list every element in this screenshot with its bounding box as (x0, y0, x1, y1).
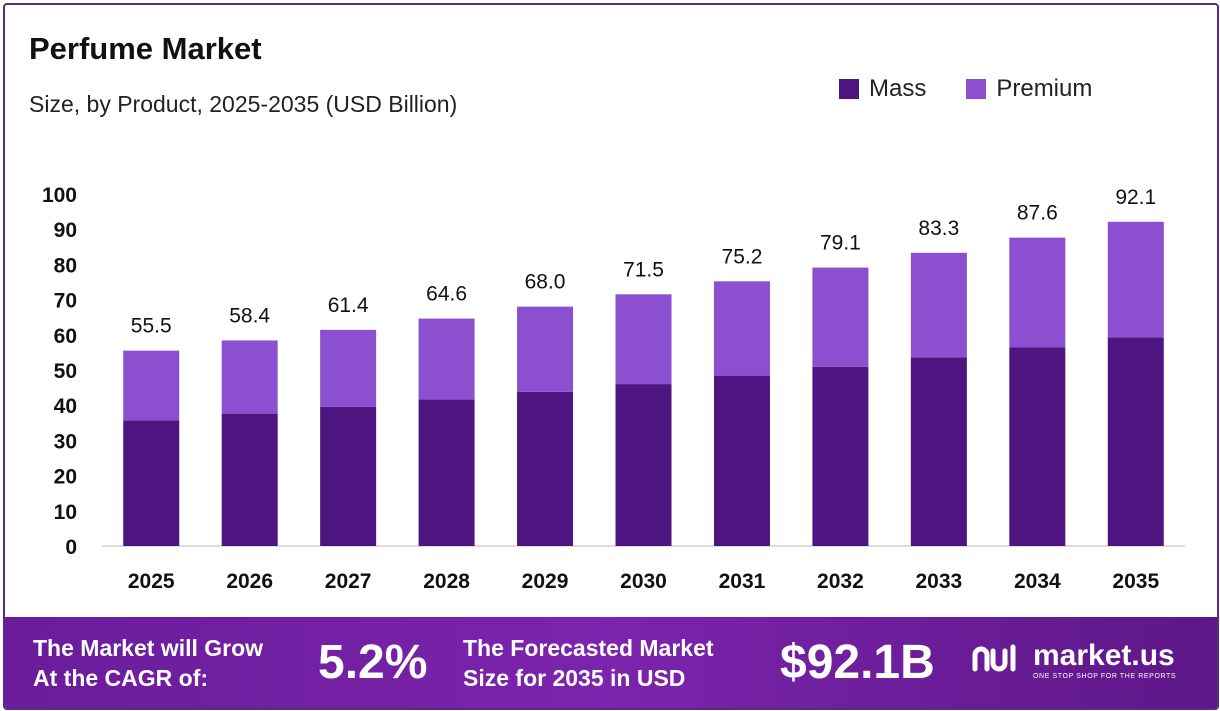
x-tick-label: 2033 (916, 570, 963, 593)
y-tick-label: 100 (42, 184, 77, 207)
bar-total-label: 87.6 (1017, 202, 1058, 225)
bar-premium-2032 (812, 267, 869, 367)
cagr-value: 5.2% (318, 636, 428, 689)
x-tick-label: 2034 (1014, 570, 1061, 593)
forecast-label: The Forecasted Market Size for 2035 in U… (463, 633, 714, 693)
bar-mass-2031 (713, 375, 770, 546)
bar-premium-2028 (418, 318, 475, 400)
chart-subtitle: Size, by Product, 2025-2035 (USD Billion… (29, 91, 458, 117)
forecast-label-line2: Size for 2035 in USD (463, 665, 686, 691)
bar-total-label: 75.2 (722, 245, 763, 268)
bar-mass-2027 (320, 406, 377, 546)
x-tick-label: 2031 (719, 570, 766, 593)
bar-mass-2033 (910, 357, 967, 546)
brand-tagline: ONE STOP SHOP FOR THE REPORTS (1033, 673, 1177, 680)
y-tick-label: 0 (65, 536, 77, 559)
x-tick-label: 2028 (423, 570, 470, 593)
x-tick-label: 2029 (522, 570, 569, 593)
bar-mass-2028 (418, 399, 475, 546)
x-tick-label: 2026 (226, 570, 273, 593)
y-tick-label: 70 (54, 290, 77, 313)
chart-frame: Perfume Market Size, by Product, 2025-20… (3, 3, 1219, 710)
bar-premium-2033 (910, 252, 967, 358)
bar-total-label: 83.3 (918, 217, 959, 240)
bar-premium-2029 (517, 306, 574, 392)
market-us-logo-icon (972, 644, 1016, 672)
legend: Mass Premium (839, 75, 1092, 103)
bar-premium-2026 (221, 340, 278, 414)
brand-text: market.us ONE STOP SHOP FOR THE REPORTS (1033, 639, 1177, 681)
forecast-label-line1: The Forecasted Market (463, 635, 714, 661)
bar-total-label: 58.4 (229, 304, 270, 327)
x-tick-label: 2035 (1112, 570, 1159, 593)
y-tick-label: 60 (54, 325, 77, 348)
chart-title: Perfume Market (29, 31, 262, 66)
x-tick-label: 2030 (620, 570, 667, 593)
y-tick-label: 10 (54, 501, 77, 524)
y-tick-label: 50 (54, 360, 77, 383)
x-tick-label: 2032 (817, 570, 864, 593)
bar-mass-2034 (1009, 347, 1066, 546)
cagr-label-line2: At the CAGR of: (33, 665, 209, 691)
bar-mass-2025 (123, 420, 180, 546)
bar-mass-2026 (221, 413, 278, 546)
y-tick-label: 90 (54, 219, 77, 242)
legend-label-mass: Mass (869, 75, 927, 102)
cagr-label-line1: The Market will Grow (33, 635, 264, 661)
legend-swatch-mass (839, 79, 859, 99)
bar-mass-2035 (1107, 337, 1164, 546)
bar-mass-2029 (517, 391, 574, 546)
bar-total-label: 64.6 (426, 283, 467, 306)
bar-mass-2030 (615, 384, 672, 546)
stacked-bar-chart: 010203040506070809010055.5202558.4202661… (42, 184, 1185, 593)
footer-banner: The Market will Grow At the CAGR of: 5.2… (5, 617, 1217, 708)
legend-label-premium: Premium (996, 75, 1093, 102)
bar-premium-2035 (1107, 221, 1164, 338)
bar-premium-2031 (713, 281, 770, 376)
bar-mass-2032 (812, 366, 869, 546)
brand-logo[interactable]: market.us ONE STOP SHOP FOR THE REPORTS (971, 641, 1176, 680)
bar-premium-2027 (320, 329, 377, 407)
forecast-value: $92.1B (780, 636, 935, 689)
bar-total-label: 68.0 (525, 271, 566, 294)
y-tick-label: 30 (54, 430, 77, 453)
bar-total-label: 92.1 (1115, 186, 1156, 209)
legend-item-premium: Premium (966, 75, 1092, 103)
cagr-label: The Market will Grow At the CAGR of: (33, 633, 263, 693)
bar-premium-2025 (123, 350, 180, 421)
x-tick-label: 2027 (325, 570, 372, 593)
legend-swatch-premium (966, 79, 987, 99)
bar-total-label: 71.5 (623, 258, 664, 281)
legend-item-mass: Mass (839, 75, 926, 103)
bar-premium-2034 (1009, 237, 1066, 348)
bar-total-label: 79.1 (820, 232, 861, 255)
y-tick-label: 20 (54, 466, 77, 489)
bar-total-label: 55.5 (131, 315, 172, 338)
brand-name: market.us (1033, 639, 1175, 672)
bar-premium-2030 (615, 294, 672, 385)
bar-total-label: 61.4 (328, 294, 369, 317)
y-tick-label: 40 (54, 395, 77, 418)
y-tick-label: 80 (54, 254, 77, 277)
x-tick-label: 2025 (128, 570, 175, 593)
